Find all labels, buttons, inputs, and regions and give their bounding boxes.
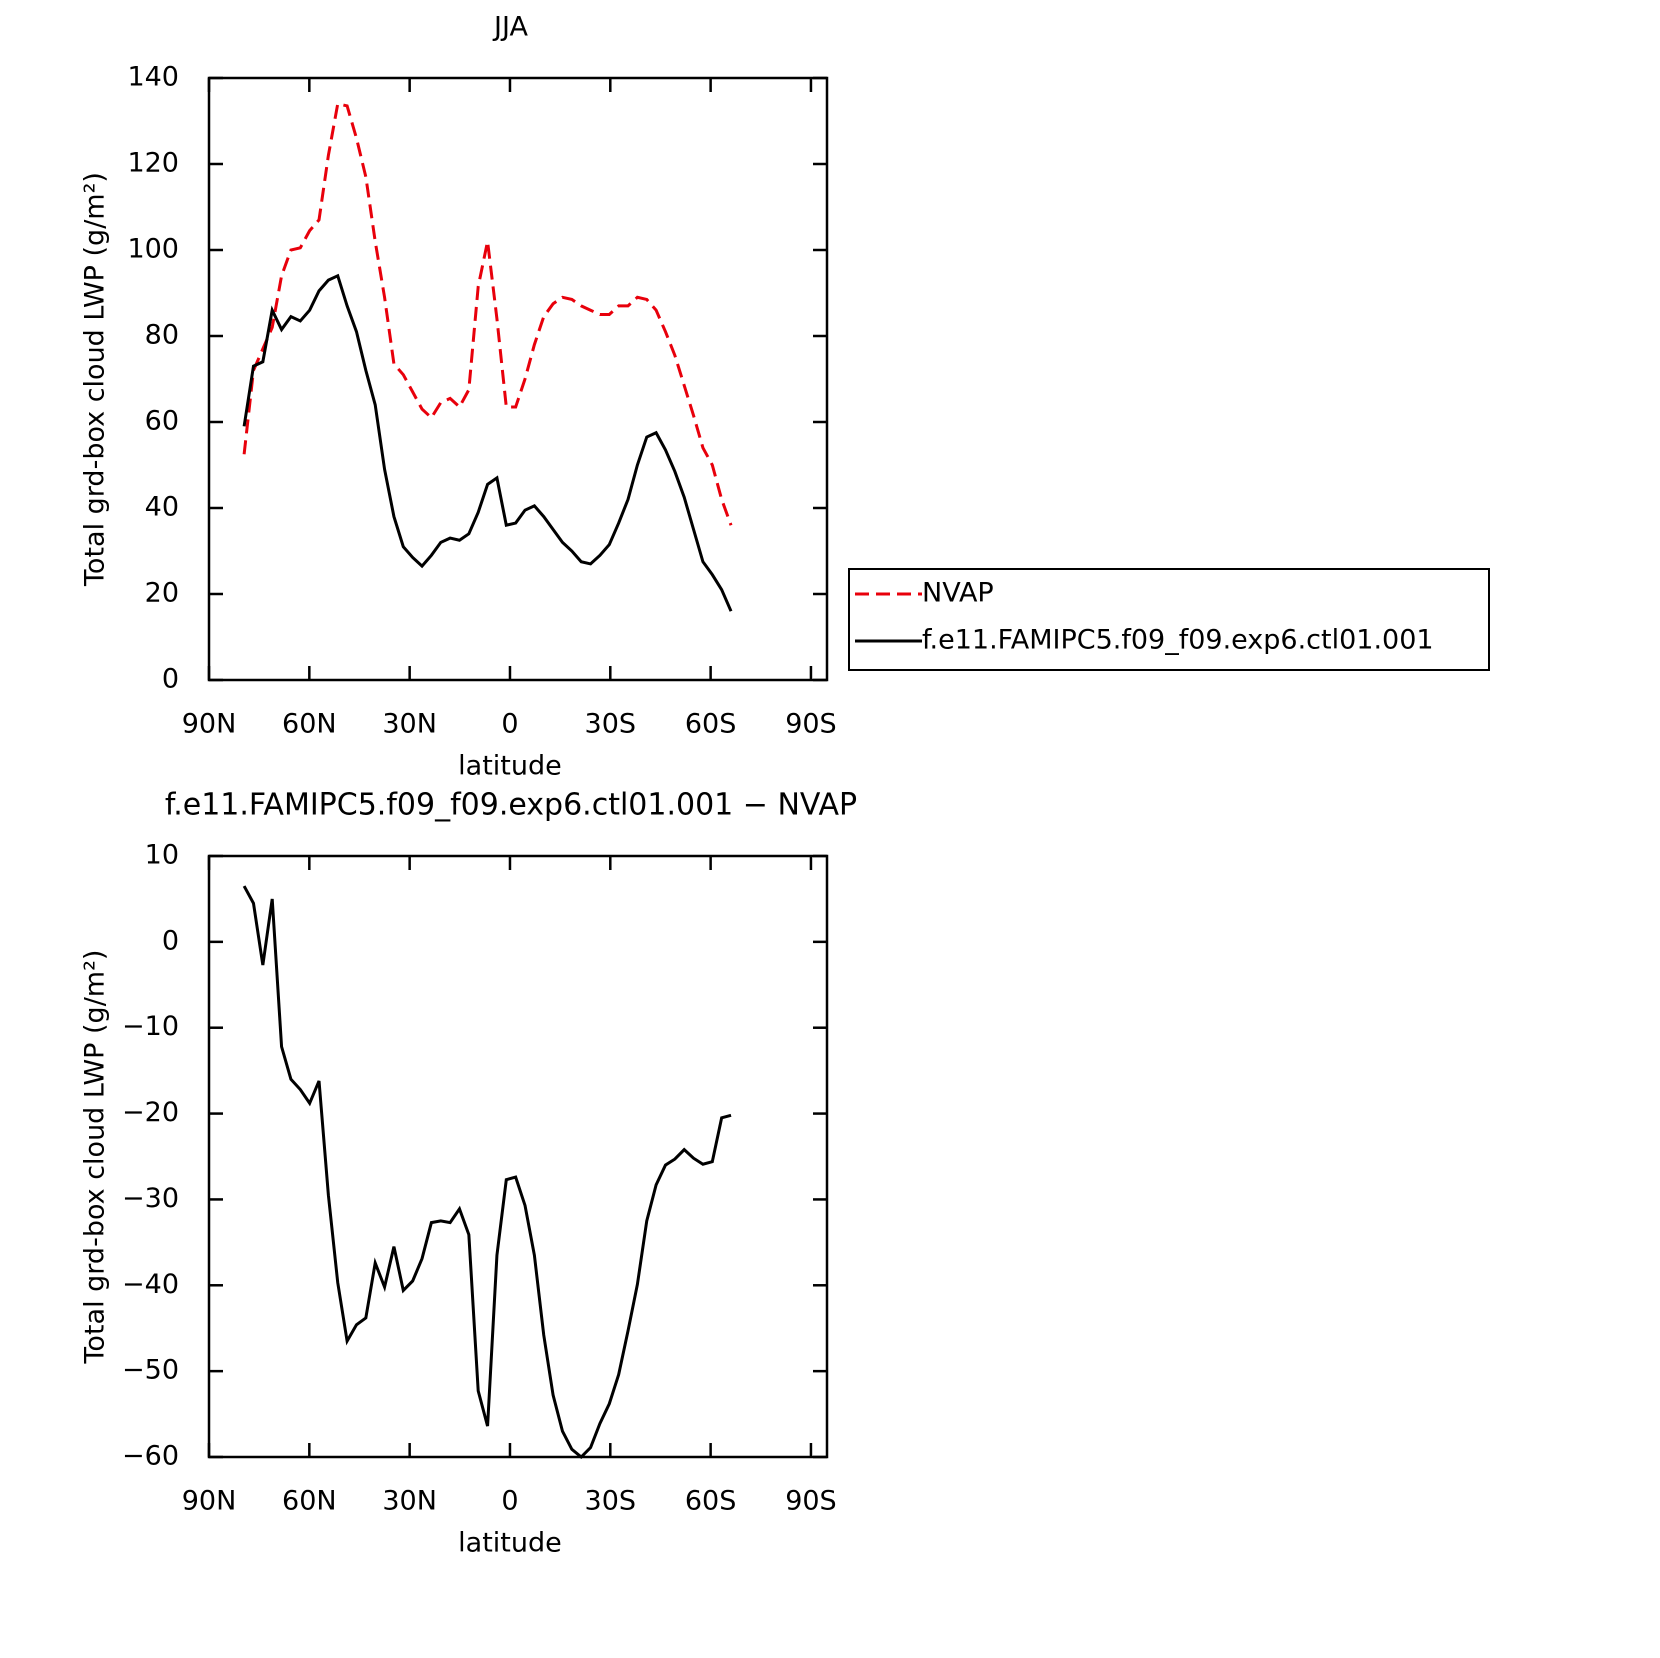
x-tick-label: 60N [282, 1486, 337, 1517]
x-tick-label: 30S [585, 709, 637, 740]
legend-label: f.e11.FAMIPC5.f09_f09.exp6.ctl01.001 [922, 625, 1434, 656]
data-line [242, 885, 732, 1460]
x-tick-label: 30N [382, 1486, 437, 1517]
y-axis-label: Total grd-box cloud LWP (g/m²) [80, 172, 111, 587]
x-tick-label: 60N [282, 709, 337, 740]
y-tick-label: −50 [122, 1355, 179, 1386]
y-tick-label: 20 [145, 578, 179, 609]
chart-title: JJA [492, 12, 528, 43]
y-tick-label: 120 [127, 148, 179, 179]
y-tick-label: 40 [145, 492, 179, 523]
data-line [242, 273, 733, 612]
legend-box [848, 568, 1490, 671]
y-axis-label: Total grd-box cloud LWP (g/m²) [80, 950, 111, 1365]
y-tick-label: 0 [162, 664, 179, 695]
x-tick-label: 0 [501, 1486, 518, 1517]
legend-label: NVAP [922, 578, 994, 609]
x-tick-label: 90N [182, 709, 237, 740]
x-axis-label: latitude [458, 1528, 562, 1559]
data-line [242, 101, 733, 526]
y-tick-label: 10 [145, 840, 179, 871]
y-tick-label: 60 [145, 406, 179, 437]
x-tick-label: 60S [685, 1486, 737, 1517]
y-tick-label: −30 [122, 1183, 179, 1214]
plot-frame [207, 76, 829, 682]
y-tick-label: 140 [127, 62, 179, 93]
y-tick-label: 0 [162, 925, 179, 956]
x-tick-label: 90N [182, 1486, 237, 1517]
x-tick-label: 90S [785, 709, 837, 740]
y-tick-label: 100 [127, 234, 179, 265]
x-tick-label: 0 [501, 709, 518, 740]
x-axis-label: latitude [458, 751, 562, 782]
x-tick-label: 30S [585, 1486, 637, 1517]
x-tick-label: 60S [685, 709, 737, 740]
y-tick-label: −10 [122, 1011, 179, 1042]
y-tick-label: −60 [122, 1441, 179, 1472]
x-tick-label: 30N [382, 709, 437, 740]
x-tick-label: 90S [785, 1486, 837, 1517]
y-tick-label: −40 [122, 1269, 179, 1300]
plot-frame [207, 854, 829, 1459]
chart-title: f.e11.FAMIPC5.f09_f09.exp6.ctl01.001 − N… [165, 788, 857, 823]
y-tick-label: 80 [145, 320, 179, 351]
y-tick-label: −20 [122, 1097, 179, 1128]
